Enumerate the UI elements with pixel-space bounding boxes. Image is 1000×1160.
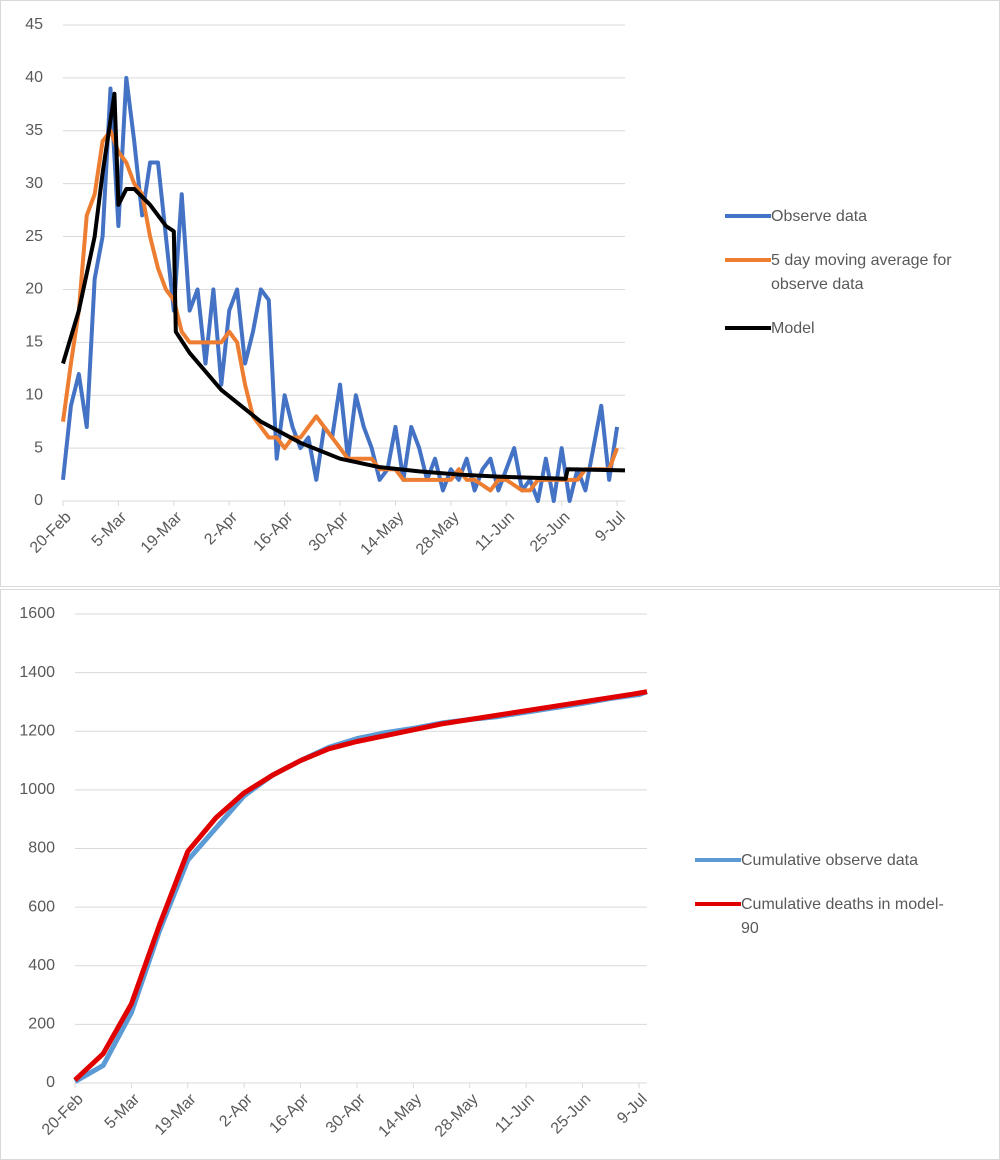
legend-swatch [695, 902, 741, 906]
legend: Cumulative observe data Cumulative deaths… [695, 849, 956, 961]
legend-entry: Cumulative observe data [695, 849, 956, 873]
legend-entry: 5 day moving average for observe data [725, 249, 986, 297]
x-tick-label: 20-Feb [27, 509, 75, 557]
x-tick-label: 2-Apr [201, 508, 241, 548]
y-tick-label: 30 [25, 175, 43, 192]
legend: Observe data 5 day moving average for obs… [725, 205, 986, 361]
y-tick-label: 600 [28, 898, 55, 915]
series-line [73, 689, 648, 1082]
x-tick-label: 9-Jul [614, 1091, 651, 1128]
y-tick-label: 1000 [19, 781, 55, 798]
legend-swatch [725, 258, 771, 262]
x-tick-label: 28-May [432, 1091, 482, 1141]
y-tick-label: 35 [25, 122, 43, 139]
x-tick-label: 16-Apr [266, 1090, 312, 1136]
y-tick-label: 1200 [19, 722, 55, 739]
y-tick-label: 40 [25, 69, 43, 86]
legend-swatch [725, 214, 771, 218]
x-tick-label: 11-Jun [472, 509, 518, 555]
x-tick-label: 28-May [413, 509, 463, 559]
x-tick-label: 16-Apr [250, 508, 296, 554]
legend-entry: Model [725, 317, 986, 341]
y-tick-label: 0 [46, 1074, 55, 1091]
x-tick-label: 19-Mar [152, 1090, 200, 1138]
x-tick-label: 30-Apr [306, 508, 352, 554]
x-tick-label: 14-May [358, 509, 408, 559]
legend-swatch [695, 858, 741, 862]
y-tick-label: 800 [28, 840, 55, 857]
x-tick-label: 19-Mar [138, 508, 186, 556]
legend-label: Cumulative observe data [741, 852, 918, 869]
y-tick-label: 1400 [19, 664, 55, 681]
x-tick-label: 2-Apr [216, 1090, 256, 1130]
x-tick-label: 25-Jun [548, 1091, 595, 1138]
series-line [61, 128, 619, 493]
y-tick-label: 400 [28, 957, 55, 974]
x-tick-label: 9-Jul [592, 509, 629, 546]
legend-label: Observe data [771, 208, 868, 225]
x-tick-label: 11-Jun [492, 1091, 538, 1137]
y-tick-label: 45 [25, 16, 43, 33]
legend-label: Cumulative deaths in model-90 [741, 896, 944, 937]
x-tick-label: 14-May [375, 1091, 425, 1141]
y-tick-label: 0 [34, 492, 43, 509]
y-tick-label: 1600 [19, 605, 55, 622]
y-tick-label: 10 [25, 386, 43, 403]
series-line [73, 689, 648, 1084]
x-tick-label: 5-Mar [89, 508, 131, 550]
series-line [61, 91, 626, 481]
x-tick-label: 5-Mar [102, 1090, 144, 1132]
legend-entry: Cumulative deaths in model-90 [695, 893, 956, 941]
x-tick-label: 20-Feb [39, 1091, 87, 1139]
y-tick-label: 25 [25, 228, 43, 245]
y-tick-label: 5 [34, 439, 43, 456]
legend-swatch [725, 326, 771, 330]
legend-label: Model [771, 320, 815, 337]
y-tick-label: 200 [28, 1016, 55, 1033]
legend-entry: Observe data [725, 205, 986, 229]
series-line [61, 75, 620, 503]
x-tick-label: 25-Jun [527, 509, 574, 556]
y-tick-label: 15 [25, 334, 43, 351]
y-tick-label: 20 [25, 281, 43, 298]
legend-label: 5 day moving average for observe data [771, 252, 952, 293]
x-tick-label: 30-Apr [323, 1090, 369, 1136]
